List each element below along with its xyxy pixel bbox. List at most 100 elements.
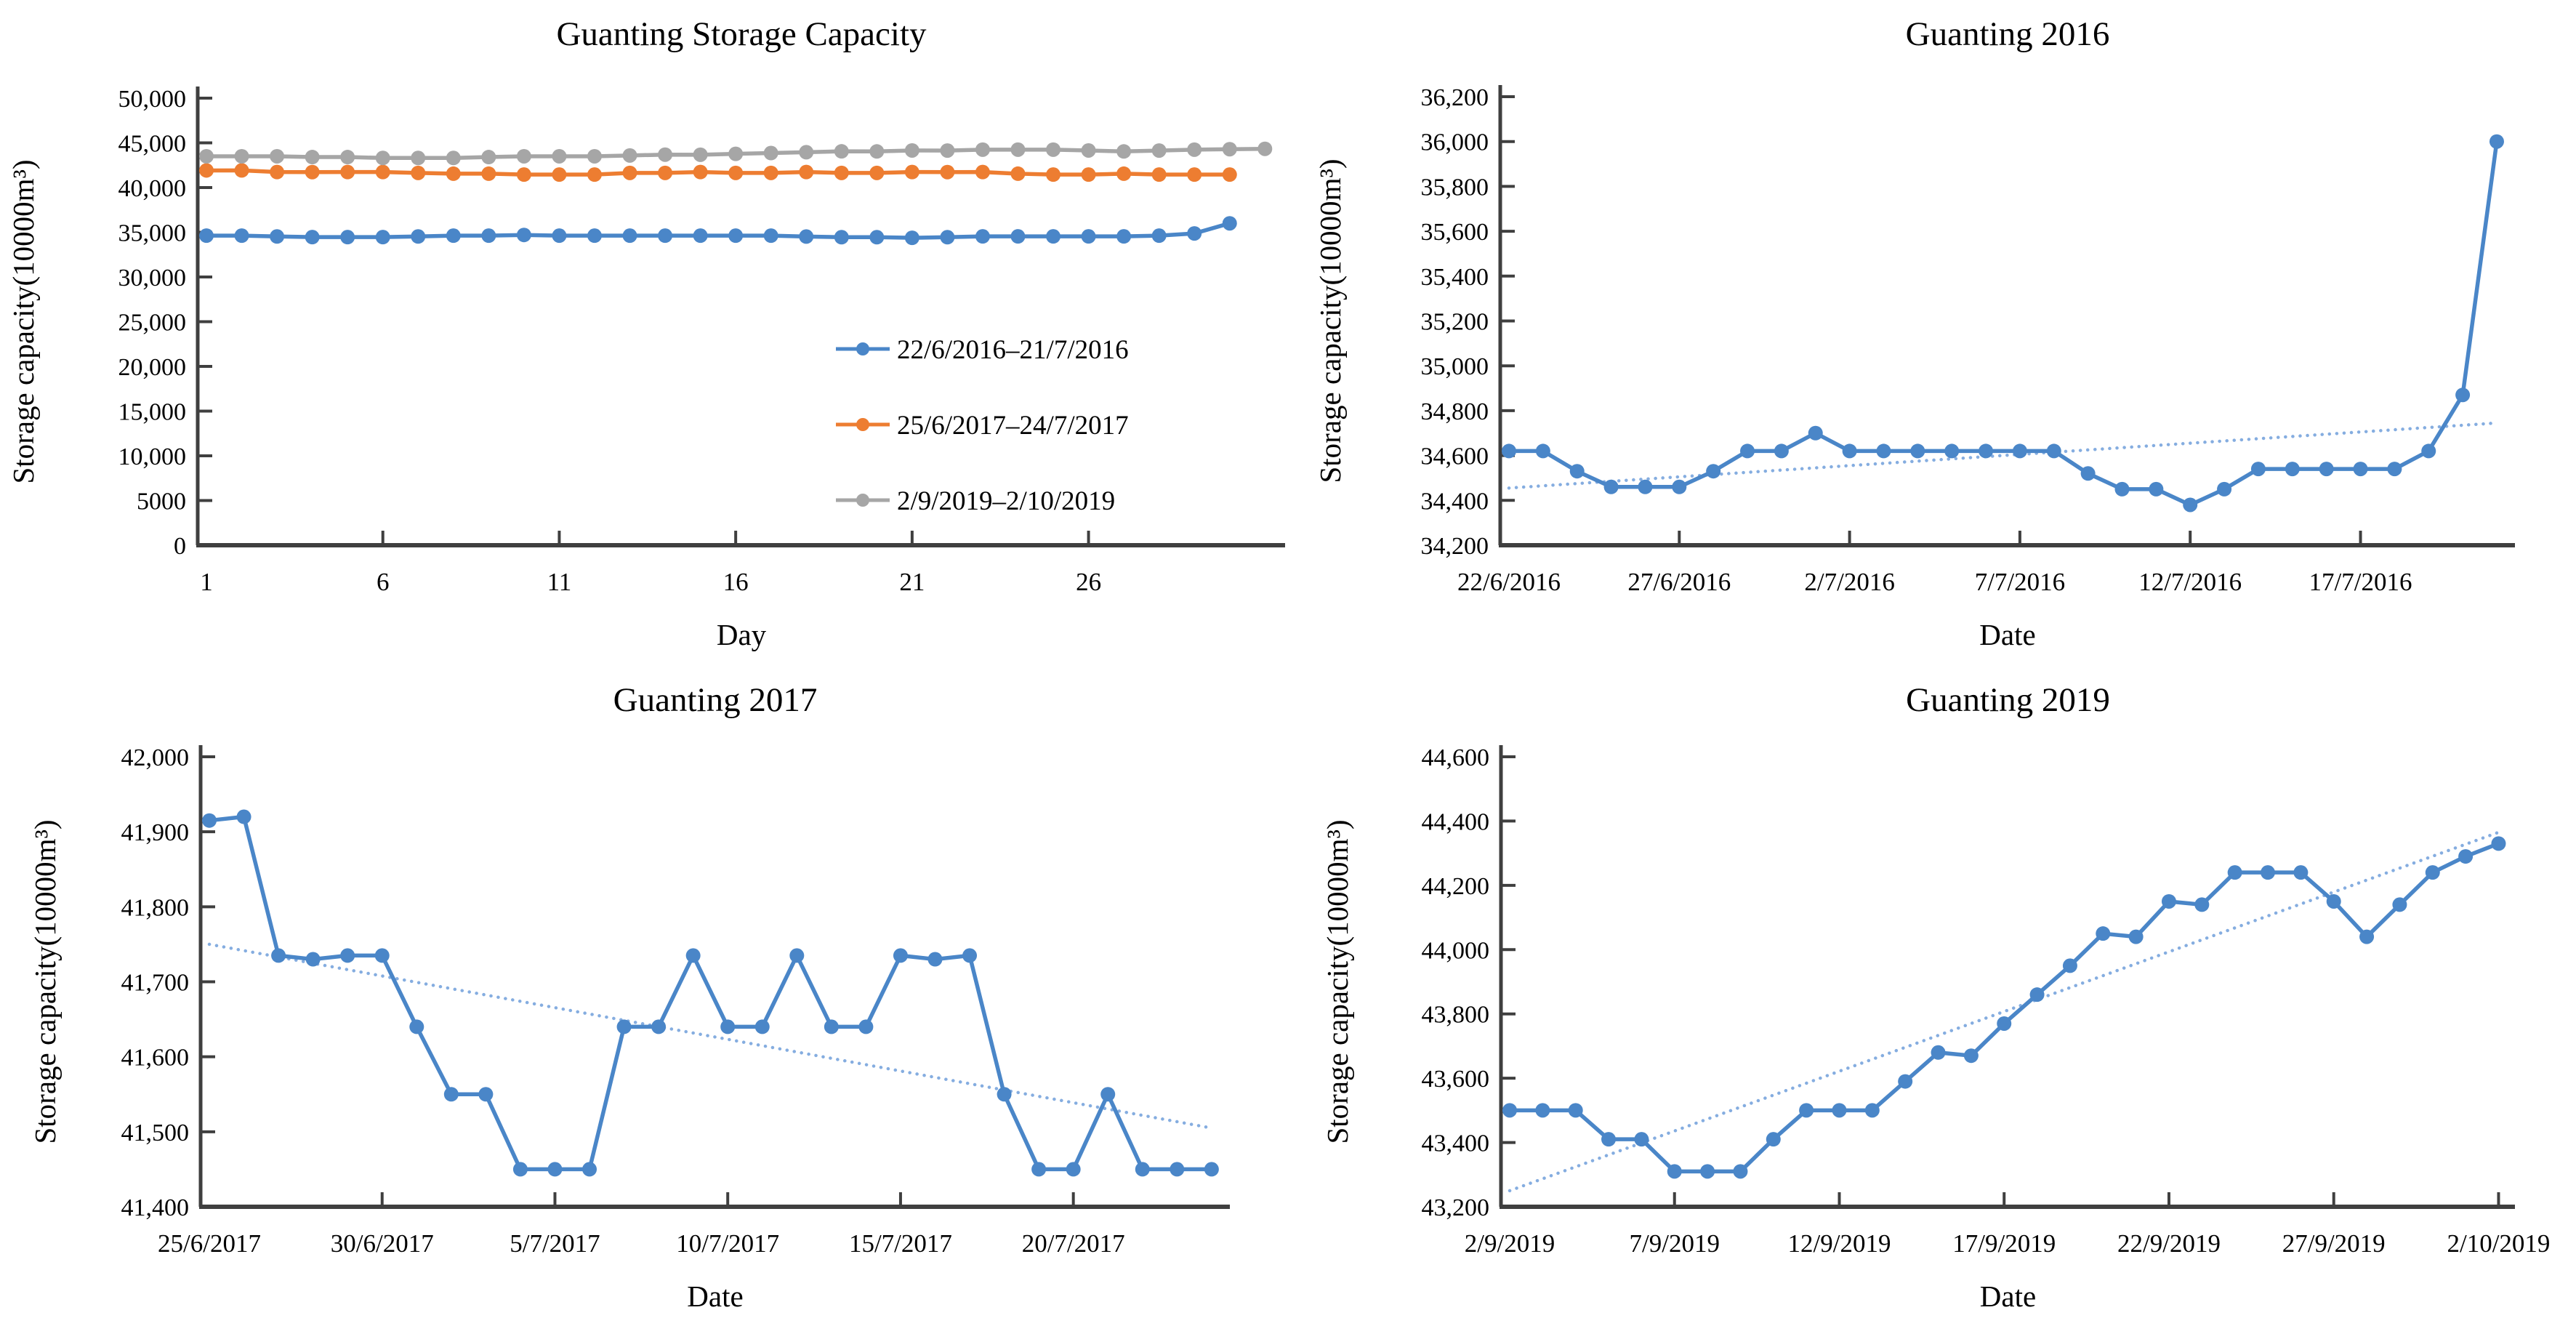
x-tick-label: 6 <box>377 568 390 596</box>
x-tick-label: 12/7/2016 <box>2138 568 2242 596</box>
data-point-marker <box>799 145 814 160</box>
data-point-marker <box>375 230 390 245</box>
y-tick-label: 34,200 <box>1421 533 1489 560</box>
data-point-marker <box>1010 229 1026 244</box>
data-point-marker <box>869 165 885 180</box>
y-axis-label: Storage capacity(10000m³) <box>1321 819 1354 1144</box>
legend-marker-swatch <box>856 342 869 355</box>
x-tick-label: 12/9/2019 <box>1788 1229 1891 1258</box>
y-tick-label: 0 <box>174 533 186 560</box>
data-series-line-guanting-2017 <box>207 814 1214 1172</box>
data-point-marker <box>587 167 602 182</box>
y-tick-label: 43,400 <box>1422 1130 1490 1157</box>
data-point-marker <box>904 230 919 246</box>
data-point-marker <box>869 144 885 159</box>
data-point-marker <box>1638 479 1653 494</box>
data-point-marker <box>1187 226 1202 241</box>
y-tick-label: 34,800 <box>1421 398 1489 425</box>
data-point-marker <box>1257 141 1273 156</box>
trendline <box>1508 830 2500 1193</box>
x-tick-label: 2/10/2019 <box>2447 1229 2550 1258</box>
x-tick-label: 30/6/2017 <box>331 1229 434 1258</box>
data-point-marker <box>1151 143 1167 158</box>
y-tick-label: 43,200 <box>1422 1194 1490 1221</box>
data-point-marker <box>1204 1162 1219 1177</box>
data-point-marker <box>1898 1074 1913 1089</box>
data-point-marker <box>997 1087 1012 1102</box>
data-point-marker <box>411 165 426 180</box>
data-point-marker <box>1535 1103 1550 1118</box>
data-point-marker <box>1634 1132 1649 1147</box>
x-tick-label: 27/9/2019 <box>2282 1229 2386 1258</box>
legend-marker-swatch <box>856 418 869 431</box>
data-point-marker <box>2128 929 2144 944</box>
data-point-marker <box>658 147 673 162</box>
data-point-marker <box>728 228 744 244</box>
data-point-marker <box>2149 481 2164 497</box>
data-point-marker <box>1979 443 1994 459</box>
data-point-marker <box>1832 1103 1847 1118</box>
data-point-marker <box>622 148 637 163</box>
data-point-marker <box>1081 142 1096 158</box>
y-tick-label: 44,000 <box>1422 937 1490 964</box>
data-point-marker <box>270 229 285 244</box>
data-point-marker <box>2261 865 2276 880</box>
data-point-marker <box>1700 1164 1715 1179</box>
data-point-marker <box>1031 1162 1047 1177</box>
data-point-marker <box>1010 166 1026 181</box>
data-point-marker <box>2080 466 2096 481</box>
x-tick-label: 16 <box>723 568 749 596</box>
data-point-marker <box>975 164 990 180</box>
chart-svg-guanting-2016: Guanting 2016 Storage capacity(10000m³) Da… <box>1313 15 2515 651</box>
y-tick-label: 35,200 <box>1421 309 1489 336</box>
data-point-marker <box>622 228 637 244</box>
data-point-marker <box>622 165 637 180</box>
data-point-marker <box>763 228 778 244</box>
data-point-marker <box>2489 134 2504 149</box>
data-point-marker <box>1100 1087 1116 1102</box>
data-point-marker <box>478 1087 494 1102</box>
data-point-marker <box>340 230 355 245</box>
data-point-marker <box>693 147 708 162</box>
data-point-marker <box>904 164 919 180</box>
chart-svg-overview: Guanting Storage Capacity Storage capacit… <box>7 15 1285 651</box>
data-point-marker <box>234 228 249 244</box>
data-point-marker <box>375 150 390 166</box>
data-point-marker <box>234 148 249 164</box>
data-point-marker <box>693 164 708 180</box>
data-point-marker <box>2161 893 2176 909</box>
data-point-marker <box>1774 443 1789 459</box>
data-point-marker <box>658 165 673 180</box>
y-tick-label: 35,000 <box>118 220 187 247</box>
y-tick-label: 41,600 <box>121 1045 190 1072</box>
data-point-marker <box>446 166 461 181</box>
x-tick-label: 17/7/2016 <box>2309 568 2412 596</box>
data-point-marker <box>2359 929 2375 944</box>
data-point-marker <box>1601 1132 1617 1147</box>
data-point-marker <box>202 813 217 828</box>
data-point-marker <box>927 952 943 967</box>
data-point-marker <box>2319 462 2334 477</box>
legend-item-label: 25/6/2017–24/7/2017 <box>897 411 1129 441</box>
data-point-marker <box>799 229 814 244</box>
y-tick-label: 43,600 <box>1422 1066 1490 1093</box>
data-point-marker <box>481 166 496 181</box>
data-point-marker <box>305 150 320 165</box>
x-tick-label: 7/7/2016 <box>1975 568 2065 596</box>
data-point-marker <box>305 164 320 180</box>
data-point-marker <box>1910 443 1925 459</box>
data-point-marker <box>1010 142 1026 157</box>
y-tick-label: 43,800 <box>1422 1002 1490 1029</box>
data-point-marker <box>374 948 390 963</box>
data-point-marker <box>1569 464 1585 479</box>
data-point-marker <box>2455 387 2471 403</box>
data-point-marker <box>975 142 990 157</box>
y-tick-label: 42,000 <box>121 744 190 771</box>
data-point-marker <box>940 230 955 245</box>
x-tick-label: 10/7/2017 <box>676 1229 779 1258</box>
data-point-marker <box>834 165 849 180</box>
y-tick-label: 41,800 <box>121 894 190 921</box>
data-point-marker <box>547 1162 563 1177</box>
data-point-marker <box>305 952 321 967</box>
